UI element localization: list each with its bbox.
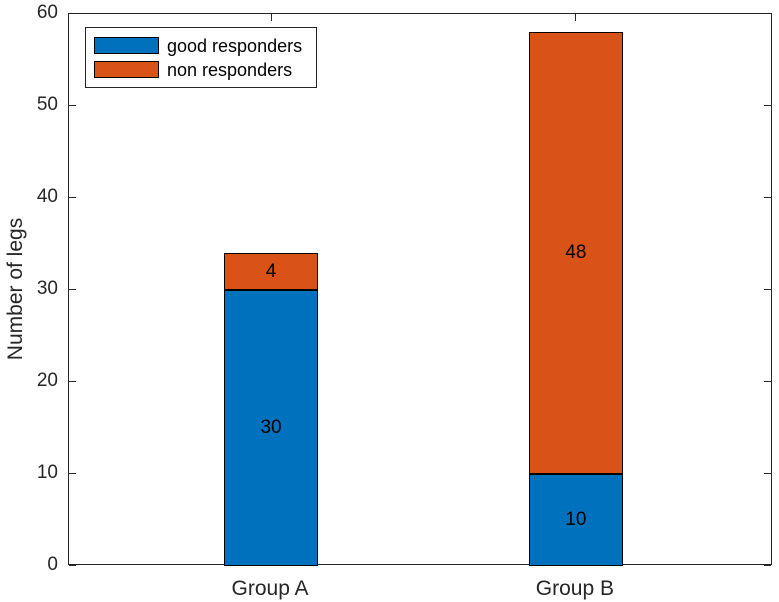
- legend-swatch-good-responders-icon: [94, 37, 159, 54]
- y-axis-tick-label: 40: [36, 186, 58, 207]
- y-tick-left: [69, 197, 76, 198]
- y-axis-tick-label: 60: [36, 2, 58, 23]
- y-tick-right: [764, 473, 771, 474]
- y-axis-tick-label: 30: [36, 278, 58, 299]
- legend-item-good-responders: good responders: [94, 35, 308, 56]
- legend-item-non-responders: non responders: [94, 59, 308, 80]
- plot-area: 30 4 10 48: [68, 13, 772, 566]
- y-tick-left: [69, 13, 76, 14]
- y-tick-left: [69, 105, 76, 106]
- y-axis-tick-label: 0: [47, 554, 58, 575]
- y-tick-right: [764, 13, 771, 14]
- bar-segment-good-responders: [528, 474, 623, 566]
- x-axis-tick-label: Group B: [535, 577, 614, 600]
- bar-value-label: 48: [565, 242, 587, 264]
- y-tick-left: [69, 473, 76, 474]
- x-tick-top: [575, 14, 577, 21]
- y-tick-right: [764, 197, 771, 198]
- y-tick-left: [69, 565, 76, 566]
- y-axis-tick-label: 10: [36, 462, 58, 483]
- y-tick-left: [69, 289, 76, 290]
- y-tick-left: [69, 381, 76, 382]
- bar-segment-non-responders: [528, 32, 623, 474]
- x-axis-tick-label: Group A: [231, 577, 309, 600]
- y-tick-right: [764, 105, 771, 106]
- legend-swatch-non-responders-icon: [94, 61, 159, 78]
- x-tick-top: [270, 14, 272, 21]
- bar-value-label: 10: [565, 509, 587, 530]
- y-axis-tick-label: 50: [36, 94, 58, 115]
- legend-label-good-responders: good responders: [167, 35, 303, 56]
- y-tick-right: [764, 289, 771, 290]
- bar-value-label: 4: [265, 260, 277, 282]
- legend: good responders non responders: [85, 27, 317, 88]
- bar-segment-non-responders: [224, 253, 319, 290]
- legend-label-non-responders: non responders: [167, 59, 293, 80]
- bar-value-label: 30: [260, 417, 282, 438]
- y-axis-tick-label: 20: [36, 370, 58, 391]
- bar-segment-good-responders: [224, 290, 319, 566]
- y-tick-right: [764, 381, 771, 382]
- y-tick-right: [764, 565, 771, 566]
